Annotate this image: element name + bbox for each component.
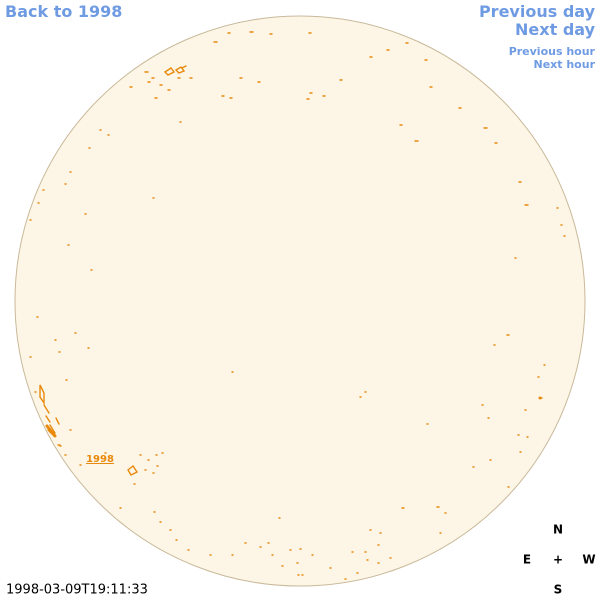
contours <box>29 31 566 580</box>
next-day-link[interactable]: Next day <box>515 20 595 39</box>
solar-disk <box>14 15 586 587</box>
compass-north: N <box>553 523 563 537</box>
compass-center: + <box>553 553 563 567</box>
timestamp: 1998-03-09T19:11:33 <box>6 583 148 598</box>
previous-hour-link[interactable]: Previous hour <box>508 45 595 58</box>
compass-west: W <box>582 553 595 567</box>
previous-day-link[interactable]: Previous day <box>478 2 595 21</box>
back-link[interactable]: Back to 1998 <box>5 2 123 21</box>
next-hour-link[interactable]: Next hour <box>533 58 596 71</box>
region-label[interactable]: 1998 <box>86 454 114 465</box>
compass-south: S <box>554 583 563 597</box>
compass-east: E <box>523 553 531 567</box>
